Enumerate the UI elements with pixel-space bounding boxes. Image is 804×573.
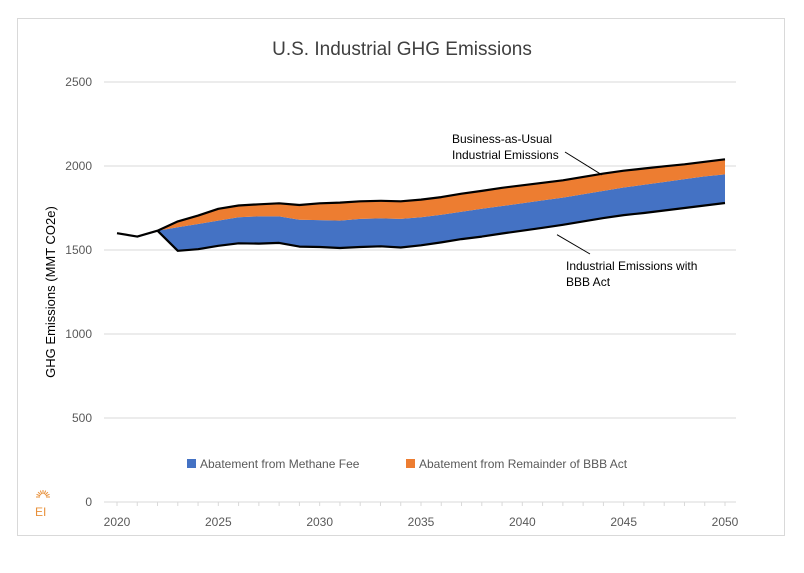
logo-ray — [37, 491, 42, 496]
legend-label: Abatement from Remainder of BBB Act — [419, 457, 628, 471]
legend-label: Abatement from Methane Fee — [200, 457, 360, 471]
y-axis-title: GHG Emissions (MMT CO2e) — [43, 206, 58, 378]
grid-lines — [104, 81, 736, 503]
legend: Abatement from Methane Fee Abatement from… — [187, 457, 628, 471]
logo-ray — [39, 490, 43, 495]
x-tick-label: 2020 — [104, 515, 131, 529]
annotation-bau-leader — [564, 151, 603, 176]
x-tick-label: 2030 — [306, 515, 333, 529]
y-tick-label: 500 — [72, 411, 92, 425]
chart-frame — [17, 18, 785, 536]
y-tick-label: 1500 — [65, 243, 92, 257]
x-axis-ticks: 2020 2025 2030 2035 2040 2045 2050 — [104, 502, 739, 529]
annotations: Business-as-Usual Industrial Emissions Ind… — [452, 132, 697, 289]
y-tick-label: 2000 — [65, 159, 92, 173]
ei-logo: EI — [35, 490, 50, 519]
logo-text: EI — [35, 505, 46, 519]
y-tick-label: 2500 — [65, 75, 92, 89]
lines — [116, 158, 726, 252]
x-tick-label: 2045 — [610, 515, 637, 529]
x-tick-label: 2035 — [408, 515, 435, 529]
annotation-bbb-line: Industrial Emissions with — [566, 259, 697, 273]
logo-ray — [45, 493, 50, 497]
legend-swatch — [406, 459, 415, 468]
annotation-bau-line: Industrial Emissions — [452, 148, 559, 162]
annotation-bbb-line: BBB Act — [566, 275, 611, 289]
line-bbb-act — [156, 201, 726, 252]
annotation-bau: Business-as-Usual Industrial Emissions — [452, 132, 559, 162]
annotation-bau-line: Business-as-Usual — [452, 132, 552, 146]
logo-ray — [44, 491, 49, 496]
legend-swatch — [187, 459, 196, 468]
annotation-bbb: Industrial Emissions with BBB Act — [566, 259, 697, 289]
x-tick-label: 2040 — [509, 515, 536, 529]
area-methane-fee — [157, 174, 725, 251]
y-tick-label: 0 — [85, 495, 92, 509]
y-axis-ticks: 0 500 1000 1500 2000 2500 — [65, 75, 92, 509]
x-tick-label: 2050 — [712, 515, 739, 529]
annotation-bbb-leader — [556, 234, 591, 255]
logo-ray — [36, 493, 41, 497]
logo-ray — [43, 490, 47, 495]
line-business-as-usual — [116, 158, 726, 238]
x-tick-label: 2025 — [205, 515, 232, 529]
chart-title: U.S. Industrial GHG Emissions — [272, 39, 532, 60]
y-tick-label: 1000 — [65, 327, 92, 341]
